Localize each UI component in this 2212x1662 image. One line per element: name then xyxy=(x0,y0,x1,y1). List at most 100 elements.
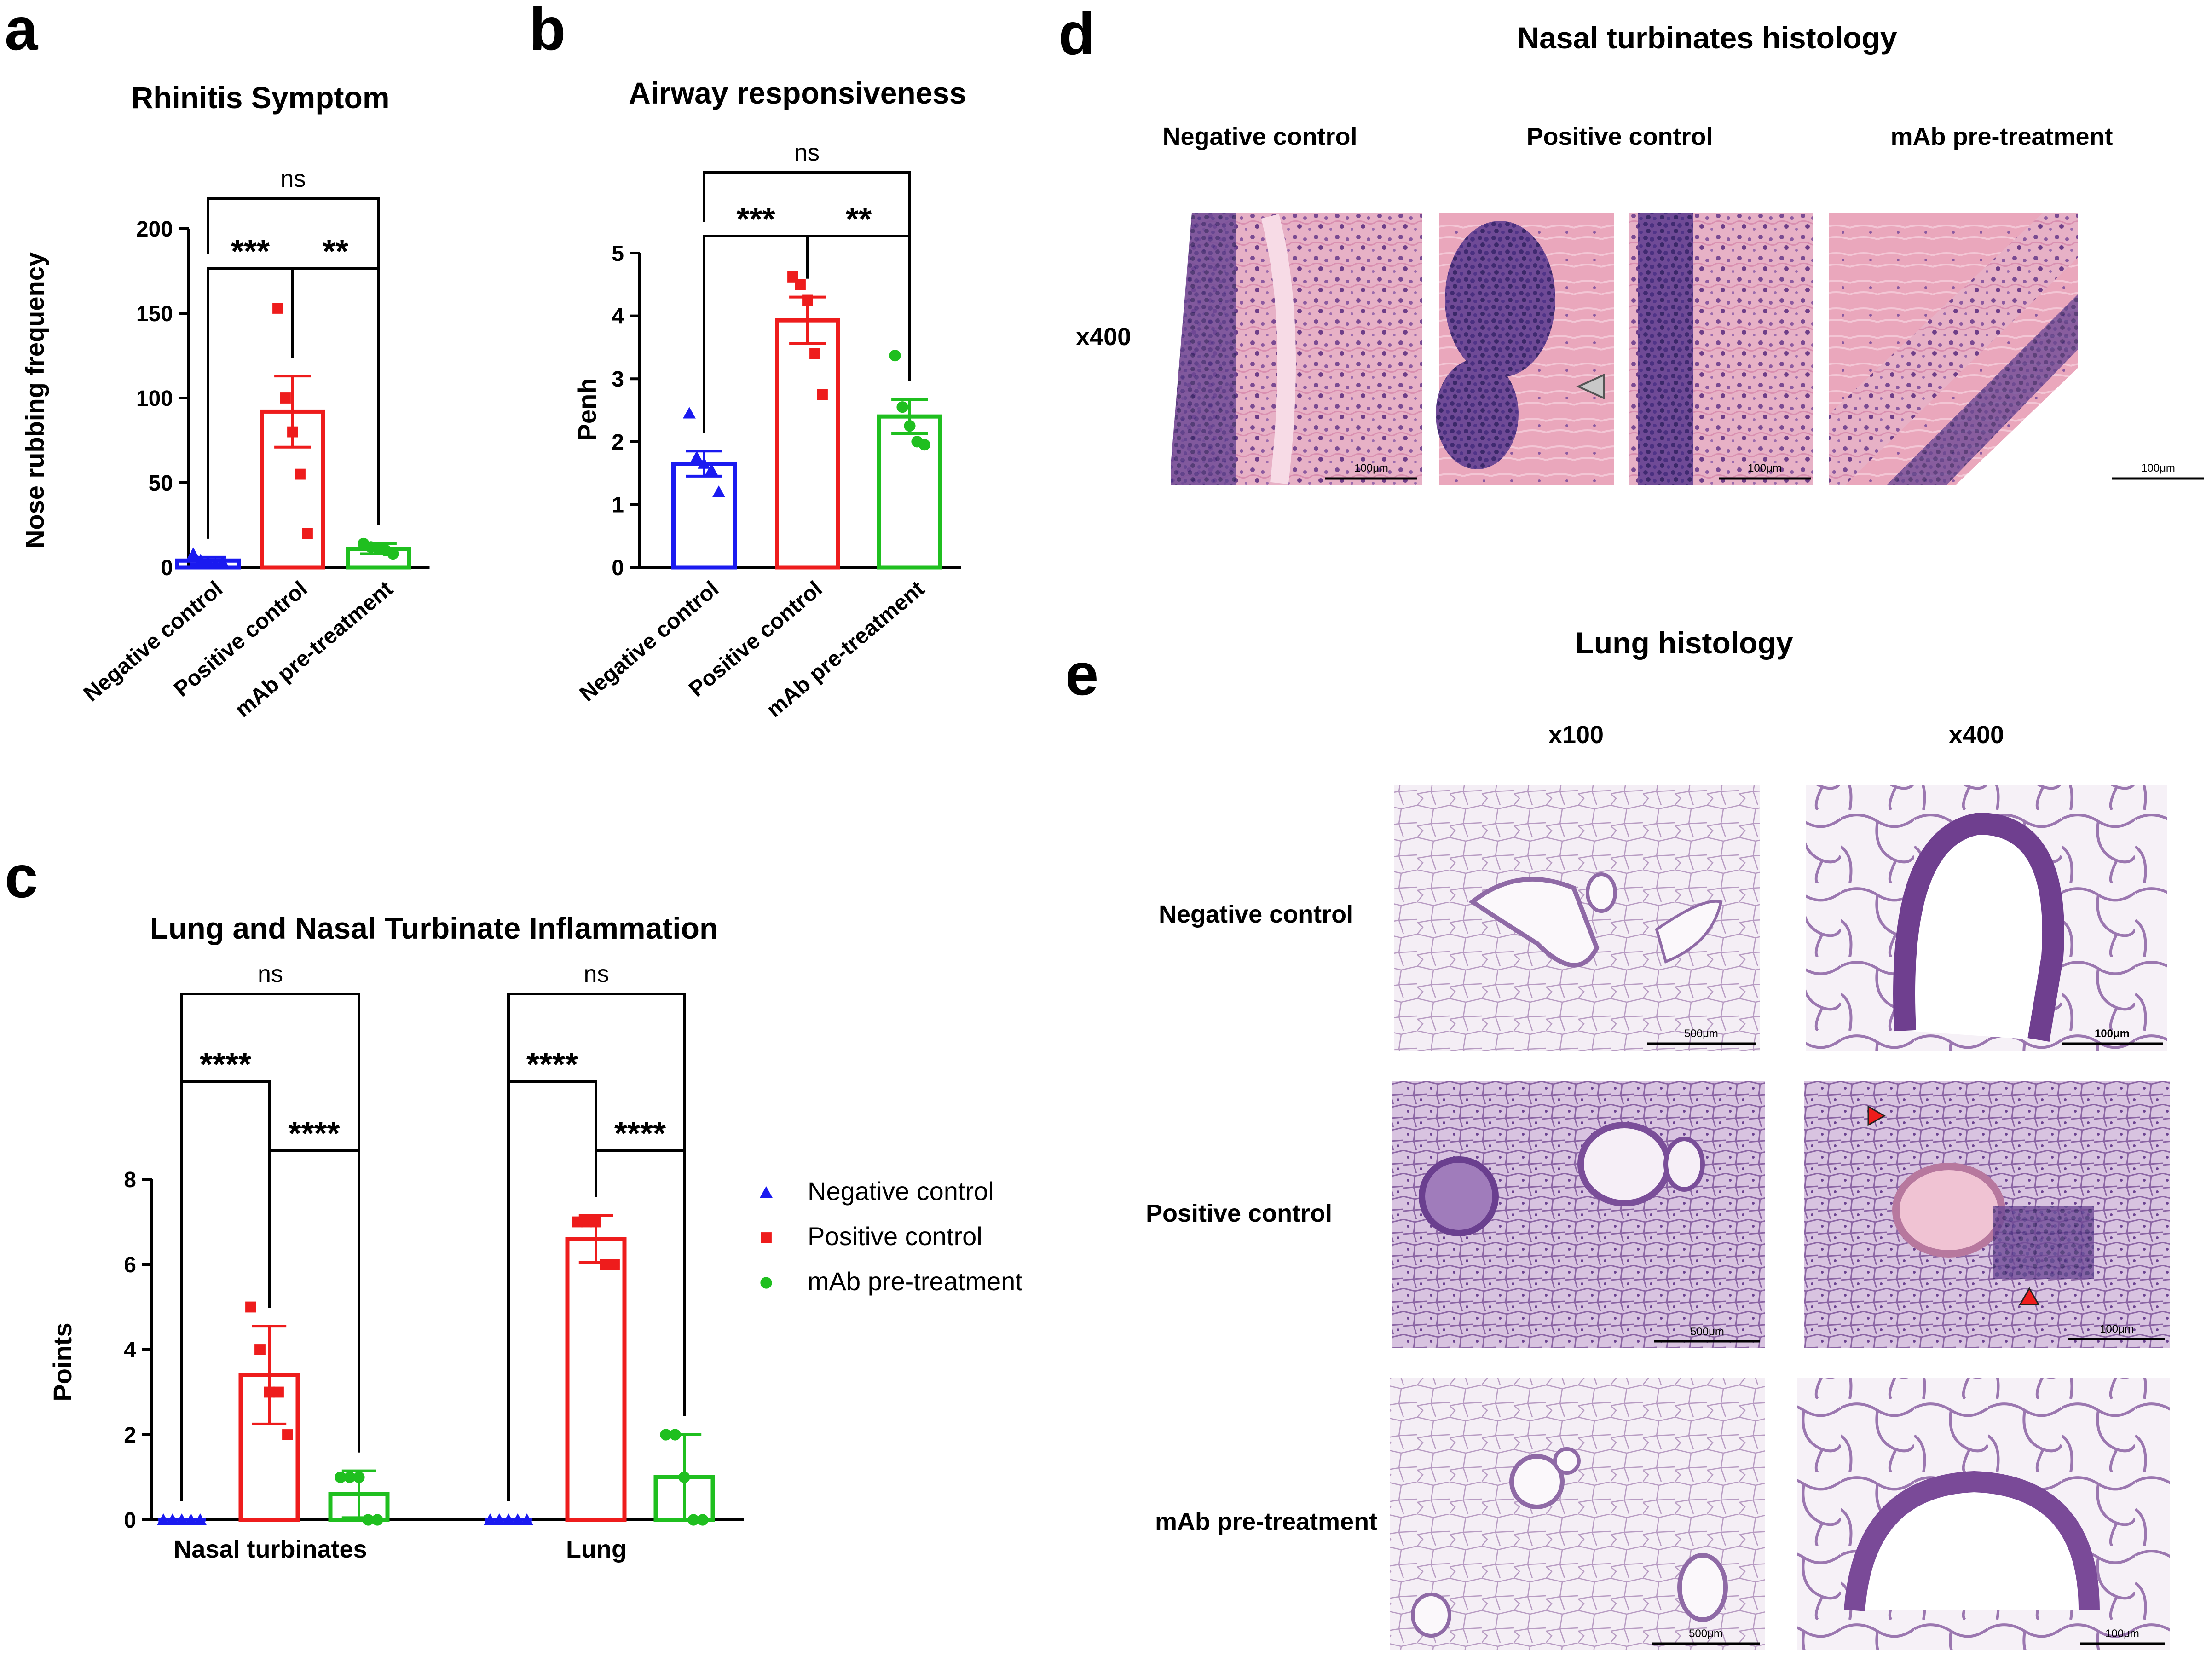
nasal-image-negative: 100μm xyxy=(1171,213,1422,485)
significance-label: *** xyxy=(231,233,270,270)
panel-d-title: Nasal turbinates histology xyxy=(1517,21,1897,55)
panel-a-title: Rhinitis Symptom xyxy=(131,81,389,115)
bar-1-point xyxy=(295,468,306,480)
significance-label: ** xyxy=(846,201,872,238)
group0-series2-point xyxy=(353,1471,365,1483)
significance-bracket xyxy=(180,993,360,1453)
significance-bracket xyxy=(207,197,380,525)
panel-e-histology: e Lung histology x100 x400 Negative cont… xyxy=(1065,626,2170,1650)
panel-d-col-positive: Positive control xyxy=(1526,123,1713,150)
significance-label: **** xyxy=(526,1046,578,1083)
group0-series2-point xyxy=(362,1514,374,1526)
panel-a-chart: a Rhinitis Symptom Nose rubbing frequenc… xyxy=(5,0,430,722)
group1-series1-point xyxy=(609,1259,620,1270)
group0-series1-point xyxy=(282,1429,293,1440)
group1-series1-point xyxy=(600,1259,611,1270)
group1-series2-point xyxy=(697,1514,709,1526)
group1-series1-bar xyxy=(565,1237,627,1522)
bar-0-point xyxy=(698,457,710,469)
lung-x100-mab: 500μm xyxy=(1390,1378,1765,1650)
y-tick-label: 4 xyxy=(124,1338,136,1362)
group0-series0-point xyxy=(194,1513,207,1525)
group1-series0-point xyxy=(484,1513,497,1525)
panel-e-col-x100: x100 xyxy=(1548,721,1604,749)
significance-label: ** xyxy=(323,233,348,270)
group0-series0-point xyxy=(185,1513,197,1525)
bar-1-bar xyxy=(775,318,840,570)
significance-label: ns xyxy=(258,961,283,987)
panel-c-ylabel: Points xyxy=(48,1322,77,1401)
group0-series2-point xyxy=(344,1471,356,1483)
bar-2-point xyxy=(904,420,916,432)
group1-series1-point xyxy=(572,1216,583,1228)
group0-series1-point xyxy=(245,1301,256,1313)
group0-series2-point xyxy=(335,1471,347,1483)
y-tick-label: 8 xyxy=(124,1168,136,1192)
bar-1-point xyxy=(795,279,806,290)
panel-c-label: c xyxy=(5,843,38,910)
significance-label: **** xyxy=(614,1115,666,1152)
bar-0-point xyxy=(202,555,214,568)
y-tick-label: 0 xyxy=(161,556,173,580)
panel-c-title: Lung and Nasal Turbinate Inflammation xyxy=(150,911,718,945)
significance-label: ns xyxy=(584,961,609,987)
bar-1-point xyxy=(817,389,828,400)
group1-series1-point xyxy=(581,1216,592,1228)
panel-e-title: Lung histology xyxy=(1576,626,1793,660)
significance-bracket xyxy=(595,1149,686,1416)
x-group-label: Lung xyxy=(566,1535,627,1563)
panel-d-col-negative: Negative control xyxy=(1162,123,1357,150)
bar-2-bar xyxy=(877,414,942,570)
significance-bracket xyxy=(268,1149,360,1453)
lung-scalebar-label-x100-negative: 500μm xyxy=(1684,1027,1718,1040)
legend-marker xyxy=(761,1232,772,1243)
y-tick-label: 2 xyxy=(612,430,624,455)
panel-a-label: a xyxy=(5,0,39,63)
group1-series0-point xyxy=(511,1513,524,1525)
y-tick-label: 100 xyxy=(136,387,173,411)
y-tick-label: 150 xyxy=(136,302,173,326)
panel-b-ylabel: Penh xyxy=(572,378,601,441)
lung-scalebar-label-x100-positive: 500μm xyxy=(1690,1326,1724,1338)
group0-series0-point xyxy=(157,1513,170,1525)
bar-0-point xyxy=(690,450,703,463)
group1-series2-point xyxy=(660,1429,672,1441)
group1-series2-point xyxy=(687,1514,699,1526)
bar-0-point xyxy=(712,485,725,497)
y-tick-label: 0 xyxy=(124,1508,136,1533)
nasal-scalebar-label-negative: 100μm xyxy=(1354,462,1388,474)
group1-series0-point xyxy=(520,1513,533,1525)
lung-scalebar-label-x400-negative: 100μm xyxy=(2095,1027,2130,1040)
panel-d-col-mab: mAb pre-treatment xyxy=(1890,123,2113,150)
lung-scalebar-label-x400-mab: 100μm xyxy=(2105,1627,2139,1640)
bar-1-point xyxy=(280,392,291,404)
y-tick-label: 1 xyxy=(612,493,624,517)
lung-x400-negative: 100μm xyxy=(1806,785,2167,1051)
panel-b-label: b xyxy=(529,0,566,63)
y-tick-label: 0 xyxy=(612,556,624,580)
x-group-label: Nasal turbinates xyxy=(173,1535,367,1563)
panel-e-row-mab: mAb pre-treatment xyxy=(1155,1508,1377,1535)
lung-scalebar-label-x100-mab: 500μm xyxy=(1689,1627,1723,1640)
legend-label: mAb pre-treatment xyxy=(808,1267,1022,1296)
significance-bracket xyxy=(703,235,809,433)
lung-x100-negative: 500μm xyxy=(1394,785,1760,1051)
significance-bracket xyxy=(507,993,686,1416)
x-category-label: Negative control xyxy=(79,577,227,706)
legend-marker xyxy=(760,1186,773,1198)
significance-bracket xyxy=(180,1080,271,1501)
group1-series0-point xyxy=(502,1513,515,1525)
group0-series1-point xyxy=(273,1386,284,1398)
bar-1-point xyxy=(302,528,313,539)
bar-1-point xyxy=(287,426,298,438)
legend-label: Positive control xyxy=(808,1222,982,1251)
panel-d-magnification: x400 xyxy=(1076,323,1131,351)
y-tick-label: 4 xyxy=(612,305,624,329)
group1-series2-point xyxy=(678,1471,690,1483)
group1-series2-point xyxy=(669,1429,681,1441)
panel-c-chart: c Lung and Nasal Turbinate Inflammation … xyxy=(5,843,1022,1563)
y-tick-label: 5 xyxy=(612,242,624,266)
group0-series0-point xyxy=(166,1513,179,1525)
